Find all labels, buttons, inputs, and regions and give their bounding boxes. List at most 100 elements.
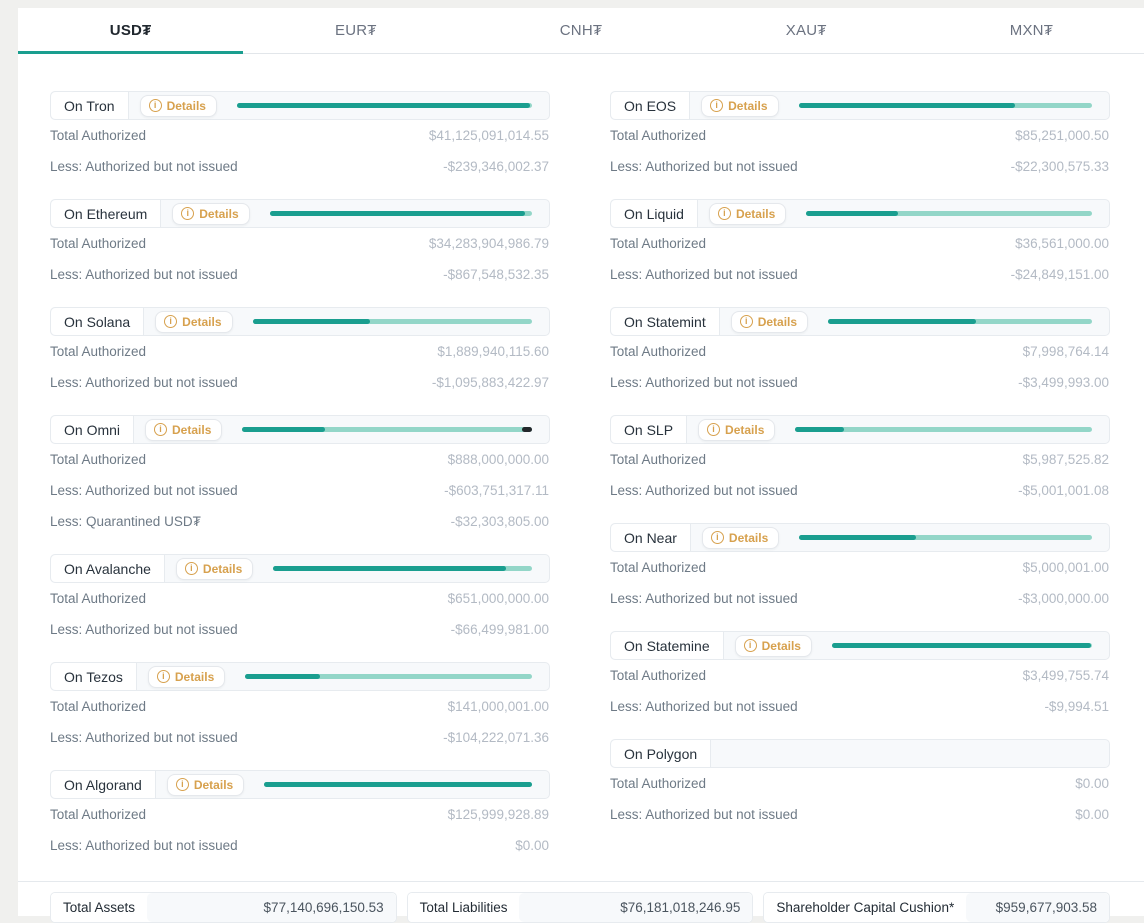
row-value: -$104,222,071.36 <box>443 730 549 745</box>
tab-usd[interactable]: USD₮ <box>18 8 243 53</box>
details-button-label: Details <box>203 562 242 576</box>
chain-name: On EOS <box>611 92 690 119</box>
row-value: -$1,095,883,422.97 <box>432 375 549 390</box>
row-value: -$9,994.51 <box>1044 699 1109 714</box>
card-row: Less: Quarantined USD₮-$32,303,805.00 <box>50 506 550 537</box>
chain-card-on-eos: On EOS i Details Total Authorized $85,251,00… <box>610 91 1110 182</box>
info-icon: i <box>711 531 724 544</box>
progress-bar-fill <box>242 427 324 432</box>
info-icon: i <box>154 423 167 436</box>
row-value: $1,889,940,115.60 <box>437 344 549 359</box>
info-icon: i <box>181 207 194 220</box>
info-icon: i <box>157 670 170 683</box>
row-value: $85,251,000.50 <box>1015 128 1109 143</box>
tab-cnh[interactable]: CNH₮ <box>468 8 693 53</box>
row-label: Total Authorized <box>50 699 146 714</box>
progress-bar-fill <box>270 211 526 216</box>
issued-progress-bar <box>245 674 532 679</box>
info-icon: i <box>164 315 177 328</box>
details-button-label: Details <box>194 778 233 792</box>
row-label: Total Authorized <box>610 776 706 791</box>
row-label: Less: Authorized but not issued <box>610 267 798 282</box>
row-value: $3,499,755.74 <box>1023 668 1109 683</box>
issued-progress-bar <box>237 103 532 108</box>
progress-bar-fill <box>795 427 844 432</box>
progress-bar-fill <box>237 103 530 108</box>
card-row: Less: Authorized but not issued-$3,499,9… <box>610 367 1110 398</box>
total-label: Shareholder Capital Cushion* <box>764 893 966 922</box>
info-icon: i <box>710 99 723 112</box>
card-row: Less: Authorized but not issued-$239,346… <box>50 151 550 182</box>
row-value: $5,000,001.00 <box>1023 560 1109 575</box>
chain-name: On SLP <box>611 416 687 443</box>
issued-progress-bar <box>242 427 532 432</box>
row-value: -$22,300,575.33 <box>1011 159 1109 174</box>
row-label: Less: Authorized but not issued <box>610 699 798 714</box>
row-value: $651,000,000.00 <box>448 591 549 606</box>
row-label: Less: Authorized but not issued <box>610 807 798 822</box>
details-button-label: Details <box>728 99 767 113</box>
tab-eur[interactable]: EUR₮ <box>243 8 468 53</box>
chain-name: On Statemine <box>611 632 724 659</box>
tab-mxn[interactable]: MXN₮ <box>919 8 1144 53</box>
chain-name: On Polygon <box>611 740 711 767</box>
card-row: Total Authorized$125,999,928.89 <box>50 799 550 830</box>
row-value: -$867,548,532.35 <box>443 267 549 282</box>
info-icon: i <box>718 207 731 220</box>
details-button-label: Details <box>182 315 221 329</box>
active-tab-underline <box>18 51 243 54</box>
card-row: Less: Authorized but not issued -$9,994.5… <box>610 691 1110 722</box>
card-row: Total Authorized$7,998,764.14 <box>610 336 1110 367</box>
row-label: Total Authorized <box>610 560 706 575</box>
row-label: Total Authorized <box>50 807 146 822</box>
row-value: -$3,000,000.00 <box>1018 591 1109 606</box>
chain-name: On Solana <box>51 308 144 335</box>
card-row: Less: Authorized but not issued-$867,548… <box>50 259 550 290</box>
card-row: Less: Authorized but not issued-$5,001,0… <box>610 475 1110 506</box>
card-row: Total Authorized$1,889,940,115.60 <box>50 336 550 367</box>
row-label: Total Authorized <box>610 128 706 143</box>
total-box-total-assets: Total Assets$77,140,696,150.53 <box>50 892 397 923</box>
issued-progress-bar <box>806 211 1092 216</box>
card-row: Less: Authorized but not issued-$22,300,… <box>610 151 1110 182</box>
row-value: -$32,303,805.00 <box>451 514 549 529</box>
card-row: Less: Authorized but not issued-$104,222… <box>50 722 550 753</box>
details-button[interactable]: i Details <box>701 95 778 117</box>
tab-xau[interactable]: XAU₮ <box>694 8 919 53</box>
row-value: $7,998,764.14 <box>1023 344 1109 359</box>
info-icon: i <box>740 315 753 328</box>
details-button[interactable]: i Details <box>155 311 232 333</box>
issued-progress-bar <box>795 427 1092 432</box>
info-icon: i <box>149 99 162 112</box>
row-value: -$239,346,002.37 <box>443 159 549 174</box>
card-row: Total Authorized$5,987,525.82 <box>610 444 1110 475</box>
row-label: Less: Authorized but not issued <box>610 591 798 606</box>
issued-progress-bar <box>253 319 532 324</box>
total-value: $959,677,903.58 <box>966 893 1109 922</box>
chain-card-header: On Polygon <box>610 739 1110 768</box>
